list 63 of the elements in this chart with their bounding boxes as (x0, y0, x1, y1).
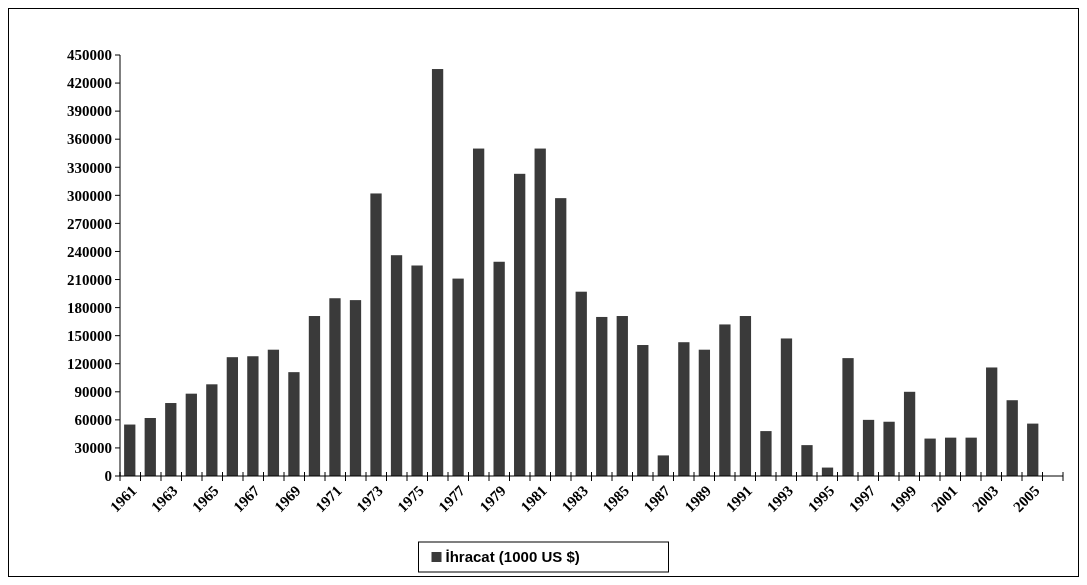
y-tick-label: 210000 (67, 271, 112, 288)
bar (411, 265, 423, 476)
bar (431, 69, 444, 476)
bar (719, 324, 731, 476)
legend-label: İhracat (1000 US $) (445, 548, 580, 566)
bar (698, 349, 711, 476)
bar (308, 316, 321, 476)
y-tick-label: 360000 (67, 131, 112, 148)
bar (760, 431, 772, 476)
bar (637, 345, 649, 476)
bar (124, 424, 136, 476)
bar (514, 173, 526, 476)
y-tick-label: 300000 (67, 187, 112, 204)
bar (288, 372, 300, 476)
bar (472, 148, 485, 476)
bar (1027, 423, 1039, 476)
bar (657, 455, 669, 476)
y-tick-label: 330000 (67, 159, 112, 176)
bar (267, 349, 280, 476)
bar (555, 198, 567, 476)
y-tick-label: 390000 (67, 103, 112, 120)
y-tick-label: 30000 (74, 440, 112, 457)
y-tick-label: 120000 (67, 355, 112, 372)
y-tick-label: 240000 (67, 243, 112, 260)
y-tick-label: 90000 (74, 384, 112, 401)
bar (986, 367, 998, 476)
bar (452, 278, 464, 476)
bar (801, 445, 813, 476)
bar (842, 358, 854, 476)
bar (370, 193, 382, 476)
bar (883, 421, 895, 476)
bar (226, 357, 238, 476)
bar (862, 419, 875, 476)
y-tick-label: 270000 (67, 215, 112, 232)
bar (903, 391, 916, 476)
bar (390, 255, 403, 476)
bar (493, 261, 505, 476)
y-tick-label: 450000 (67, 47, 112, 64)
bar (1006, 400, 1018, 476)
bar (596, 316, 608, 476)
y-tick-label: 150000 (67, 327, 112, 344)
bar (924, 438, 936, 476)
bar (678, 342, 690, 476)
bar (349, 300, 362, 476)
y-tick-label: 60000 (74, 412, 112, 429)
y-tick-label: 420000 (67, 75, 112, 92)
bar (575, 291, 587, 476)
y-tick-label: 180000 (67, 299, 112, 316)
bar (616, 316, 628, 476)
bar (329, 298, 341, 476)
bar (144, 418, 156, 476)
x-tick-label: 1981 (517, 482, 551, 516)
bar (965, 437, 977, 476)
bar (739, 316, 752, 476)
bar (247, 356, 259, 476)
x-tick-label: 1971 (312, 482, 345, 516)
y-tick-label: 0 (104, 468, 112, 485)
bar (206, 384, 218, 476)
bar (185, 393, 197, 476)
bar (945, 437, 957, 476)
bar (165, 403, 177, 476)
bar (534, 148, 546, 476)
bar (780, 338, 793, 476)
